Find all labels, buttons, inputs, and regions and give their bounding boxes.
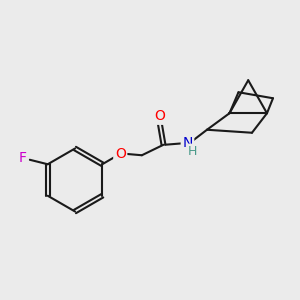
Text: H: H (188, 145, 197, 158)
Text: O: O (154, 109, 165, 123)
Text: O: O (115, 147, 126, 161)
Text: N: N (182, 136, 193, 150)
Text: F: F (19, 151, 27, 165)
